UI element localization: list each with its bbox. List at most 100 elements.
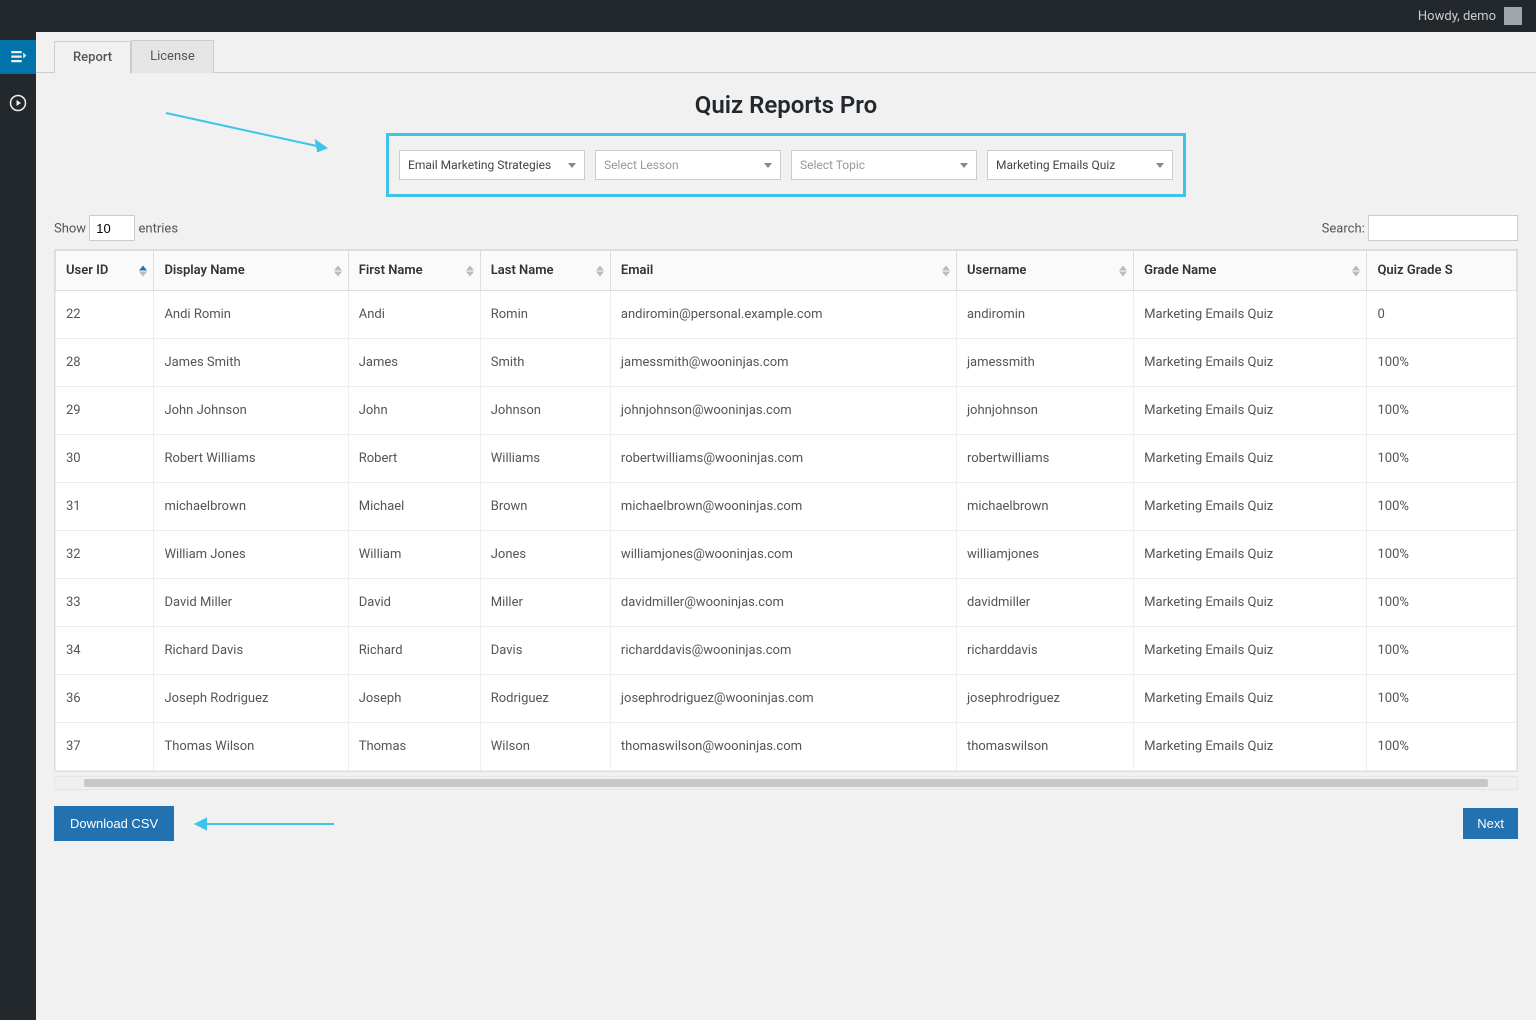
cell-grade-name: Marketing Emails Quiz [1134, 291, 1367, 339]
annotation-arrow-bottom [184, 812, 344, 836]
cell-display-name: Robert Williams [154, 435, 348, 483]
cell-last-name: Wilson [480, 723, 610, 771]
search-input[interactable] [1368, 215, 1518, 241]
cell-first-name: Thomas [348, 723, 480, 771]
cell-grade-score: 100% [1367, 387, 1517, 435]
rail-menu-icon[interactable] [0, 40, 36, 74]
select-lesson[interactable]: Select Lesson [595, 150, 781, 180]
cell-grade-name: Marketing Emails Quiz [1134, 531, 1367, 579]
cell-user-id: 36 [56, 675, 154, 723]
cell-first-name: William [348, 531, 480, 579]
next-button[interactable]: Next [1463, 808, 1518, 839]
cell-user-id: 29 [56, 387, 154, 435]
col-label: Username [967, 263, 1026, 278]
cell-grade-score: 0 [1367, 291, 1517, 339]
admin-left-rail [0, 32, 36, 1020]
cell-last-name: Brown [480, 483, 610, 531]
tab-license[interactable]: License [131, 40, 214, 73]
horizontal-scrollbar[interactable] [54, 776, 1518, 790]
cell-username: andiromin [956, 291, 1133, 339]
table-row: 22Andi RominAndiRominandiromin@personal.… [56, 291, 1517, 339]
cell-last-name: Williams [480, 435, 610, 483]
cell-grade-score: 100% [1367, 531, 1517, 579]
entries-input[interactable] [89, 215, 135, 241]
cell-grade-score: 100% [1367, 483, 1517, 531]
col-label: Display Name [164, 263, 244, 278]
col-user-id[interactable]: User ID [56, 251, 154, 291]
select-topic-placeholder: Select Topic [800, 158, 865, 172]
cell-username: davidmiller [956, 579, 1133, 627]
cell-last-name: Johnson [480, 387, 610, 435]
admin-topbar: Howdy, demo [0, 0, 1536, 32]
main-panel: Report License Quiz Reports Pro Email Ma… [36, 32, 1536, 1020]
select-course[interactable]: Email Marketing Strategies [399, 150, 585, 180]
col-first-name[interactable]: First Name [348, 251, 480, 291]
col-label: First Name [359, 263, 423, 278]
cell-email: josephrodriguez@wooninjas.com [610, 675, 956, 723]
cell-display-name: James Smith [154, 339, 348, 387]
search-label: Search: [1322, 222, 1365, 237]
rail-play-icon[interactable] [0, 86, 36, 120]
search-control: Search: [1322, 215, 1518, 241]
download-csv-button[interactable]: Download CSV [54, 806, 174, 841]
select-topic[interactable]: Select Topic [791, 150, 977, 180]
table-row: 31michaelbrownMichaelBrownmichaelbrown@w… [56, 483, 1517, 531]
entries-label: entries [139, 222, 179, 237]
col-grade-score[interactable]: Quiz Grade S [1367, 251, 1517, 291]
cell-grade-score: 100% [1367, 579, 1517, 627]
col-display-name[interactable]: Display Name [154, 251, 348, 291]
col-username[interactable]: Username [956, 251, 1133, 291]
cell-user-id: 33 [56, 579, 154, 627]
show-label: Show [54, 222, 86, 237]
report-table: User ID Display Name First Name Last Nam… [55, 250, 1517, 771]
tab-report[interactable]: Report [54, 41, 131, 74]
table-row: 37Thomas WilsonThomasWilsonthomaswilson@… [56, 723, 1517, 771]
cell-email: andiromin@personal.example.com [610, 291, 956, 339]
cell-user-id: 31 [56, 483, 154, 531]
table-row: 28James SmithJamesSmithjamessmith@woonin… [56, 339, 1517, 387]
select-lesson-placeholder: Select Lesson [604, 158, 679, 172]
cell-username: thomaswilson [956, 723, 1133, 771]
chevron-down-icon [764, 163, 772, 168]
cell-email: jamessmith@wooninjas.com [610, 339, 956, 387]
cell-grade-score: 100% [1367, 723, 1517, 771]
page-title: Quiz Reports Pro [36, 91, 1536, 119]
select-quiz-value: Marketing Emails Quiz [996, 158, 1115, 172]
table-row: 32William JonesWilliamJoneswilliamjones@… [56, 531, 1517, 579]
col-grade-name[interactable]: Grade Name [1134, 251, 1367, 291]
cell-grade-name: Marketing Emails Quiz [1134, 579, 1367, 627]
col-label: User ID [66, 263, 108, 278]
chevron-down-icon [568, 163, 576, 168]
cell-grade-name: Marketing Emails Quiz [1134, 483, 1367, 531]
cell-last-name: Davis [480, 627, 610, 675]
greeting-text[interactable]: Howdy, demo [1418, 9, 1496, 24]
cell-email: richarddavis@wooninjas.com [610, 627, 956, 675]
scrollbar-thumb[interactable] [84, 779, 1488, 787]
table-header-row: User ID Display Name First Name Last Nam… [56, 251, 1517, 291]
select-course-value: Email Marketing Strategies [408, 158, 551, 172]
col-label: Quiz Grade S [1377, 263, 1452, 278]
table-row: 33David MillerDavidMillerdavidmiller@woo… [56, 579, 1517, 627]
avatar[interactable] [1504, 7, 1522, 25]
col-label: Email [621, 263, 653, 278]
cell-user-id: 37 [56, 723, 154, 771]
cell-user-id: 28 [56, 339, 154, 387]
select-quiz[interactable]: Marketing Emails Quiz [987, 150, 1173, 180]
col-email[interactable]: Email [610, 251, 956, 291]
table-row: 34Richard DavisRichardDavisricharddavis@… [56, 627, 1517, 675]
table-body: 22Andi RominAndiRominandiromin@personal.… [56, 291, 1517, 771]
cell-display-name: William Jones [154, 531, 348, 579]
cell-last-name: Miller [480, 579, 610, 627]
entries-control: Show entries [54, 215, 178, 241]
cell-grade-name: Marketing Emails Quiz [1134, 675, 1367, 723]
cell-first-name: Andi [348, 291, 480, 339]
cell-grade-score: 100% [1367, 627, 1517, 675]
cell-first-name: James [348, 339, 480, 387]
col-last-name[interactable]: Last Name [480, 251, 610, 291]
cell-display-name: michaelbrown [154, 483, 348, 531]
cell-last-name: Romin [480, 291, 610, 339]
table-wrap: User ID Display Name First Name Last Nam… [54, 249, 1518, 772]
cell-first-name: David [348, 579, 480, 627]
cell-last-name: Rodriguez [480, 675, 610, 723]
cell-grade-name: Marketing Emails Quiz [1134, 387, 1367, 435]
